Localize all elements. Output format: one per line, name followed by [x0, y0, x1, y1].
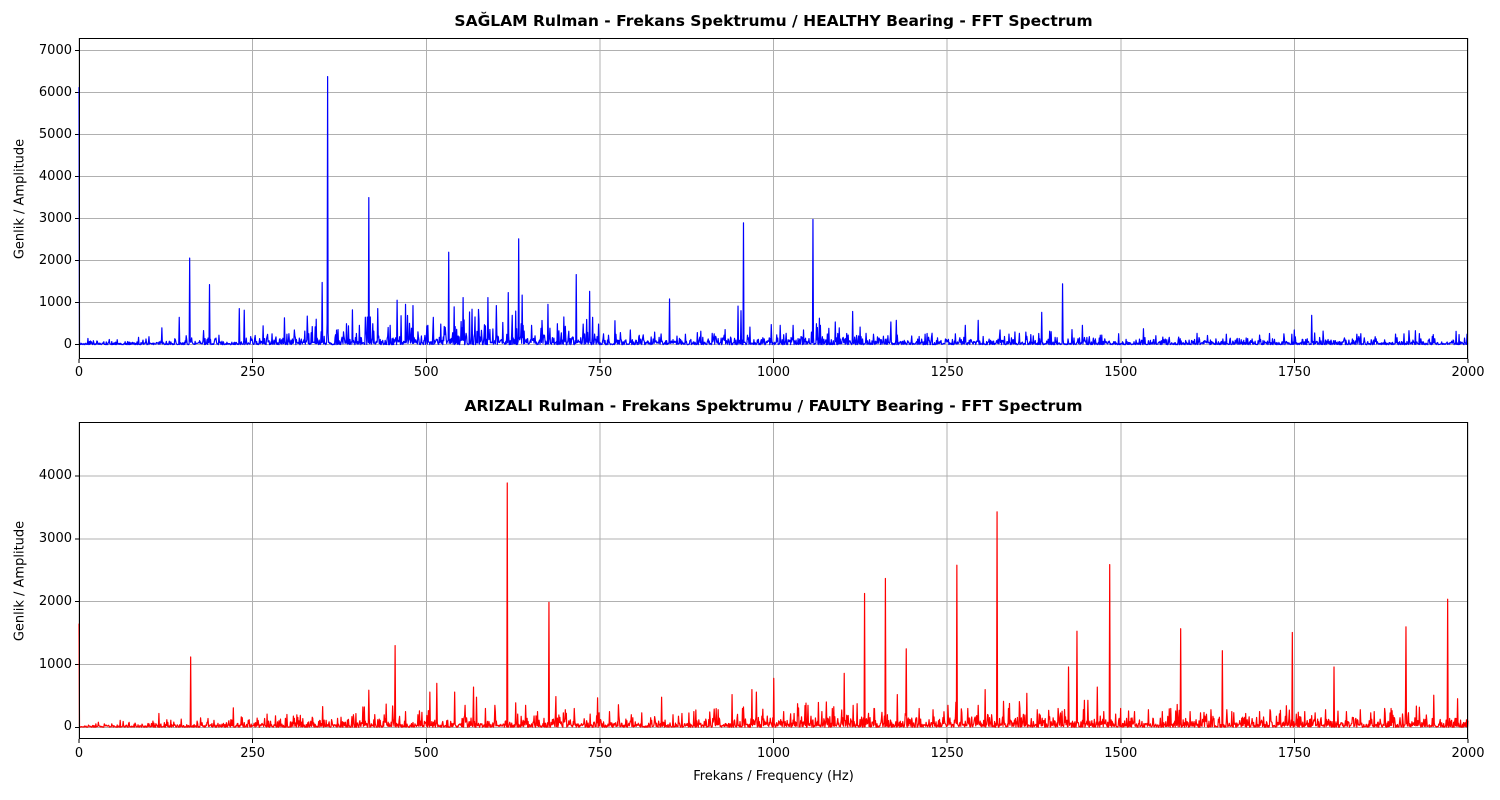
x-tick-label: 1000 [756, 746, 791, 761]
x-tick-label: 250 [240, 746, 266, 761]
chart-title-healthy: SAĞLAM Rulman - Frekans Spektrumu / HEAL… [454, 12, 1093, 30]
x-tick-label: 500 [413, 365, 439, 380]
y-tick-label: 4000 [38, 168, 72, 184]
y-tick-label: 2000 [38, 252, 72, 268]
x-tick-label: 1000 [756, 365, 791, 380]
y-tick-label: 5000 [38, 126, 72, 142]
chart-title-faulty: ARIZALI Rulman - Frekans Spektrumu / FAU… [464, 397, 1083, 415]
x-tick-label: 750 [587, 365, 613, 380]
y-tick-label: 3000 [38, 210, 72, 226]
y-tick-label: 1000 [38, 656, 72, 672]
x-tick-label: 2000 [1451, 365, 1485, 380]
y-tick-label: 3000 [38, 530, 72, 546]
y-tick-label: 6000 [38, 84, 72, 100]
x-tick-label: 1500 [1104, 365, 1138, 380]
x-axis-label: Frekans / Frequency (Hz) [693, 769, 854, 784]
plot-spines [79, 38, 1468, 359]
x-tick-label: 500 [413, 746, 439, 761]
x-tick-label: 1250 [930, 365, 964, 380]
spectrum-line [78, 76, 1469, 346]
x-tick-label: 1500 [1104, 746, 1138, 761]
y-tick-label: 0 [63, 336, 72, 352]
y-tick-label: 7000 [38, 42, 72, 58]
y-axis-label-healthy: Genlik / Amplitude [12, 138, 28, 259]
plot-area-faulty [75, 422, 1469, 743]
y-tick-label: 2000 [38, 593, 72, 609]
y-tick-label: 4000 [38, 468, 72, 484]
x-tick-label: 1750 [1277, 746, 1311, 761]
plot-spines [79, 422, 1468, 739]
x-tick-label: 1250 [930, 746, 964, 761]
y-tick-label: 1000 [38, 294, 72, 310]
x-tick-label: 0 [74, 746, 84, 761]
x-tick-label: 750 [587, 746, 613, 761]
x-tick-label: 2000 [1451, 746, 1485, 761]
spectrum-line [78, 482, 1469, 728]
plot-area-healthy [75, 38, 1469, 363]
y-tick-label: 0 [63, 719, 72, 735]
x-tick-label: 0 [74, 365, 84, 380]
x-tick-label: 1750 [1277, 365, 1311, 380]
x-tick-label: 250 [240, 365, 266, 380]
